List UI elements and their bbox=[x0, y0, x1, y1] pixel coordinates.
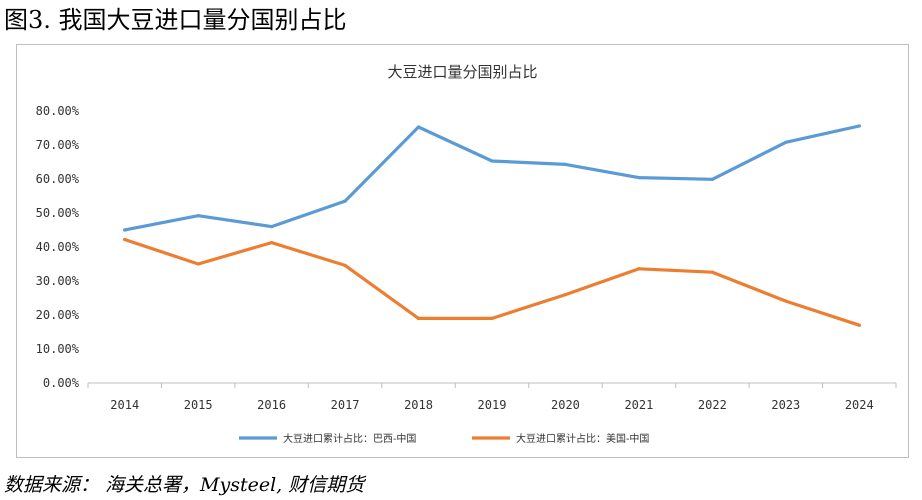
legend-label: 大豆进口累计占比：美国-中国 bbox=[516, 432, 649, 445]
x-tick-label: 2014 bbox=[110, 398, 139, 412]
x-tick-label: 2020 bbox=[551, 398, 580, 412]
x-tick-label: 2024 bbox=[845, 398, 874, 412]
y-tick-label: 80.00% bbox=[36, 104, 80, 118]
data-point bbox=[196, 214, 200, 218]
x-tick-label: 2021 bbox=[624, 398, 653, 412]
y-tick-label: 20.00% bbox=[36, 308, 80, 322]
data-point bbox=[490, 316, 494, 320]
data-point bbox=[416, 316, 421, 320]
figure-title: 图3. 我国大豆进口量分国别占比 bbox=[4, 6, 347, 34]
series-line-1 bbox=[123, 124, 861, 232]
y-tick-label: 30.00% bbox=[36, 274, 80, 288]
legend-label: 大豆进口累计占比：巴西-中国 bbox=[283, 432, 416, 445]
data-point bbox=[270, 225, 274, 229]
data-point bbox=[710, 270, 714, 274]
x-tick-label: 2017 bbox=[331, 398, 360, 412]
data-point bbox=[270, 240, 274, 245]
series-line-2 bbox=[123, 237, 861, 327]
data-point bbox=[563, 162, 568, 166]
data-point bbox=[343, 263, 347, 267]
y-tick-label: 50.00% bbox=[36, 206, 80, 220]
y-tick-label: 60.00% bbox=[36, 172, 80, 186]
data-point bbox=[343, 199, 347, 203]
data-point bbox=[196, 262, 200, 266]
chart-area: 大豆进口量分国别占比 0.00% 10.00% 20.00% 30.00% 40.00%… bbox=[16, 44, 909, 458]
data-point bbox=[784, 140, 788, 144]
data-point bbox=[563, 293, 568, 297]
data-point bbox=[784, 299, 788, 303]
x-tick-label: 2018 bbox=[404, 398, 433, 412]
data-point bbox=[123, 228, 127, 232]
data-point bbox=[637, 267, 641, 271]
data-point bbox=[490, 159, 494, 163]
data-point bbox=[123, 237, 127, 242]
x-tick-label: 2023 bbox=[771, 398, 800, 412]
x-tick-label: 2022 bbox=[698, 398, 727, 412]
data-point bbox=[857, 323, 861, 327]
chart-title: 大豆进口量分国别占比 bbox=[387, 63, 538, 81]
data-point bbox=[416, 125, 421, 129]
y-tick-label: 10.00% bbox=[36, 342, 80, 356]
y-tick-label: 0.00% bbox=[43, 376, 80, 390]
y-tick-label: 70.00% bbox=[36, 138, 80, 152]
data-point bbox=[637, 176, 641, 180]
x-tick-label: 2019 bbox=[478, 398, 507, 412]
data-source-note: 数据来源： 海关总署，Mysteel, 财信期货 bbox=[4, 474, 365, 496]
x-tick-label: 2015 bbox=[184, 398, 213, 412]
x-tick-label: 2016 bbox=[257, 398, 286, 412]
data-point bbox=[710, 177, 714, 181]
y-tick-label: 40.00% bbox=[36, 240, 80, 254]
data-point bbox=[857, 124, 861, 128]
line-chart: 0.00% 10.00% 20.00% 30.00% 40.00% 50.00% 60.00… bbox=[36, 104, 897, 445]
